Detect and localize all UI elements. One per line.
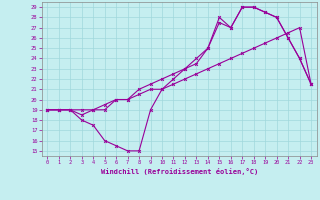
X-axis label: Windchill (Refroidissement éolien,°C): Windchill (Refroidissement éolien,°C) [100, 168, 258, 175]
